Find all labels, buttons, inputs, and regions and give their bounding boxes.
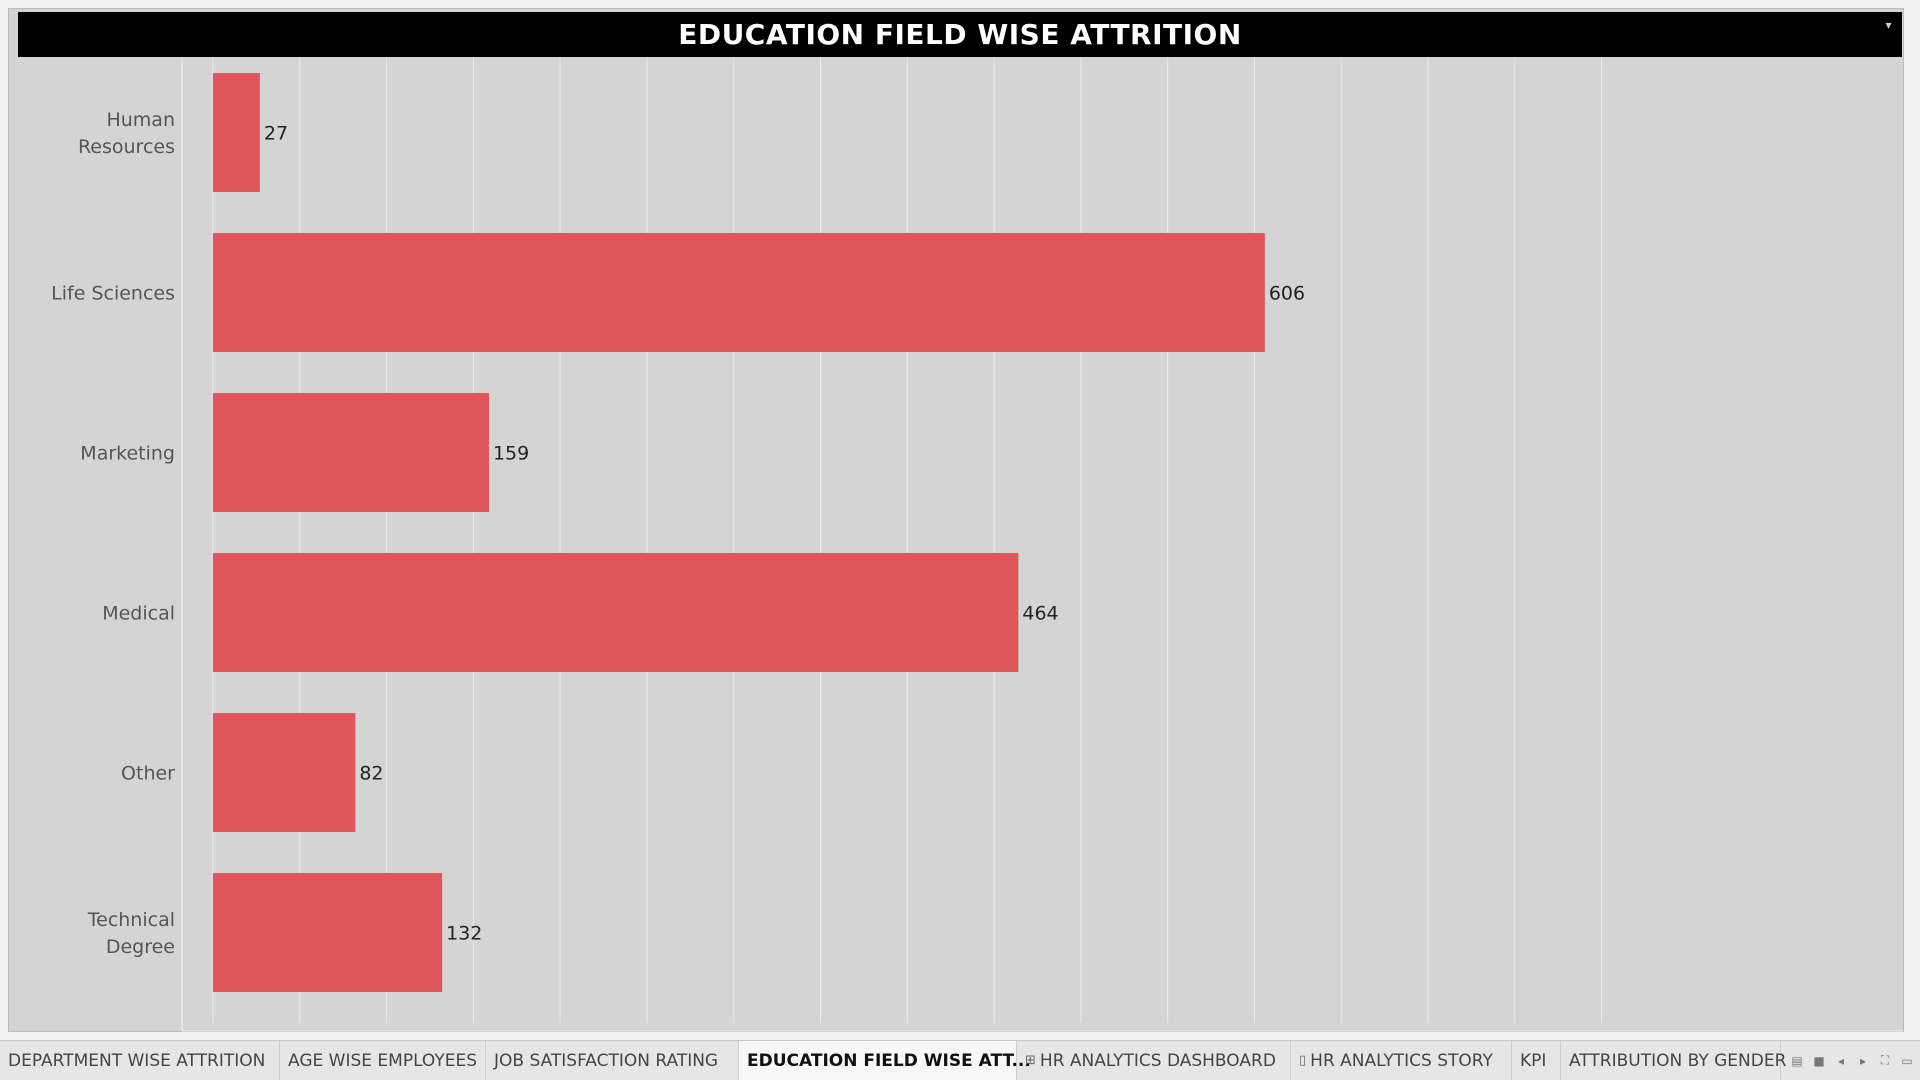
category-label: Medical	[102, 603, 175, 625]
bar-marketing[interactable]	[213, 393, 489, 512]
tab-4[interactable]: EDUCATION FIELD WISE ATT...	[739, 1041, 1031, 1080]
data-label: 27	[264, 123, 288, 145]
data-label: 606	[1269, 283, 1305, 305]
fullscreen-icon[interactable]: ⛶	[1880, 1053, 1890, 1067]
data-label: 464	[1022, 603, 1058, 625]
page-title: EDUCATION FIELD WISE ATTRITION	[678, 18, 1242, 51]
data-label: 82	[359, 763, 383, 785]
bars	[213, 73, 1265, 992]
tab-label: AGE WISE EMPLOYEES	[288, 1050, 478, 1071]
worksheet-area: EDUCATION FIELD WISE ATTRITION ▾ Human Re…	[8, 8, 1904, 1032]
tab-1[interactable]: DEPARTMENT WISE ATTRITION	[0, 1041, 280, 1080]
scroll-left-icon[interactable]: ◂	[1837, 1053, 1845, 1068]
dashboard-icon: ⊞	[1025, 1053, 1036, 1068]
tab-7[interactable]: KPI	[1512, 1041, 1561, 1080]
bar-other[interactable]	[213, 713, 356, 832]
category-labels: Human Resources Life Sciences Marketing Medi…	[51, 109, 175, 958]
axis	[181, 57, 1903, 1032]
scroll-right-icon[interactable]: ▸	[1859, 1053, 1867, 1068]
bar-medical[interactable]	[213, 553, 1019, 672]
presentation-icon[interactable]: ▭	[1901, 1053, 1913, 1068]
tab-2[interactable]: AGE WISE EMPLOYEES	[280, 1041, 486, 1080]
sheet-title-bar: EDUCATION FIELD WISE ATTRITION ▾	[18, 12, 1902, 57]
tab-5[interactable]: ⊞ HR ANALYTICS DASHBOARD	[1017, 1041, 1291, 1080]
bar-technical-degree[interactable]	[213, 873, 443, 992]
data-label: 132	[446, 923, 482, 945]
title-dropdown-icon[interactable]: ▾	[1885, 18, 1892, 32]
tab-label: KPI	[1520, 1050, 1547, 1071]
category-label: Human Resources	[78, 109, 175, 158]
story-icon: ▯	[1299, 1053, 1307, 1068]
tab-8[interactable]: ATTRIBUTION BY GENDER	[1561, 1041, 1786, 1080]
category-label: Other	[121, 763, 175, 785]
tab-6[interactable]: ▯ HR ANALYTICS STORY	[1291, 1041, 1512, 1080]
tab-3[interactable]: JOB SATISFACTION RATING	[486, 1041, 739, 1080]
tab-label: JOB SATISFACTION RATING	[494, 1050, 719, 1071]
tab-label: HR ANALYTICS DASHBOARD	[1039, 1050, 1276, 1071]
bar-life-sciences[interactable]	[213, 233, 1265, 352]
tab-label: DEPARTMENT WISE ATTRITION	[8, 1050, 266, 1071]
category-label: Technical Degree	[87, 909, 175, 958]
sheet-tab-bar: DEPARTMENT WISE ATTRITION AGE WISE EMPLOY…	[0, 1040, 1920, 1080]
tab-label: EDUCATION FIELD WISE ATT...	[747, 1050, 1031, 1071]
tab-controls: ▤ ■ ◂ ▸ ⛶ ▭	[1790, 1053, 1914, 1068]
category-label: Life Sciences	[51, 283, 175, 305]
bar-chart: Human Resources Life Sciences Marketing Medi…	[51, 57, 1903, 1032]
bar-human-resources[interactable]	[213, 73, 260, 192]
data-label: 159	[493, 443, 529, 465]
tabs-view-icon[interactable]: ■	[1813, 1053, 1825, 1068]
value-labels: 27 606 159 464 82 132	[264, 123, 1305, 945]
category-label: Marketing	[80, 443, 175, 465]
gridlines	[212, 57, 1603, 1023]
filmstrip-icon[interactable]: ▤	[1791, 1053, 1803, 1068]
tab-label: HR ANALYTICS STORY	[1310, 1050, 1493, 1071]
tab-label: ATTRIBUTION BY GENDER	[1569, 1050, 1787, 1071]
